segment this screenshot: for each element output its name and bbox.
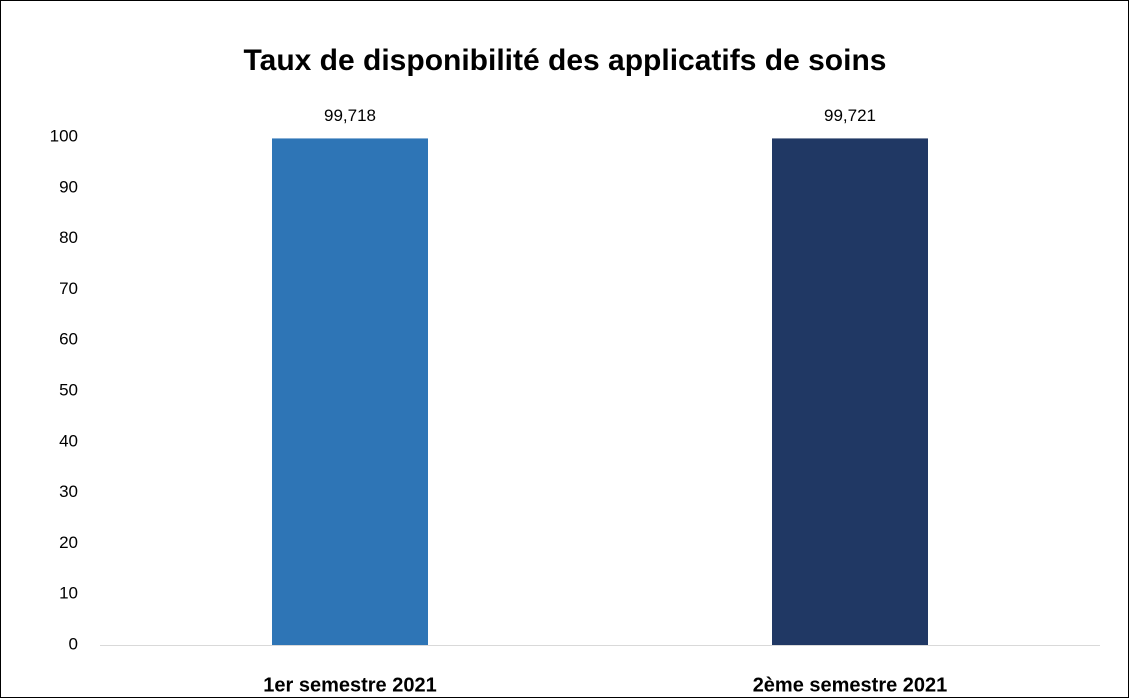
- y-tick-label: 10: [59, 584, 78, 603]
- x-tick-label: 2ème semestre 2021: [753, 674, 948, 696]
- x-tick-label: 1er semestre 2021: [263, 674, 436, 696]
- y-tick-label: 40: [59, 431, 78, 450]
- y-tick-label: 70: [59, 279, 78, 298]
- y-tick-label: 50: [59, 380, 78, 399]
- value-label: 99,718: [324, 106, 376, 125]
- bar: [272, 138, 428, 645]
- value-label: 99,721: [824, 106, 876, 125]
- y-tick-label: 0: [69, 634, 78, 653]
- y-tick-label: 80: [59, 228, 78, 247]
- y-tick-label: 60: [59, 330, 78, 349]
- chart-title: Taux de disponibilité des applicatifs de…: [244, 44, 887, 77]
- y-tick-label: 30: [59, 482, 78, 501]
- bar: [772, 138, 928, 646]
- y-tick-label: 90: [59, 177, 78, 196]
- y-tick-label: 20: [59, 533, 78, 552]
- y-tick-label: 100: [50, 126, 78, 145]
